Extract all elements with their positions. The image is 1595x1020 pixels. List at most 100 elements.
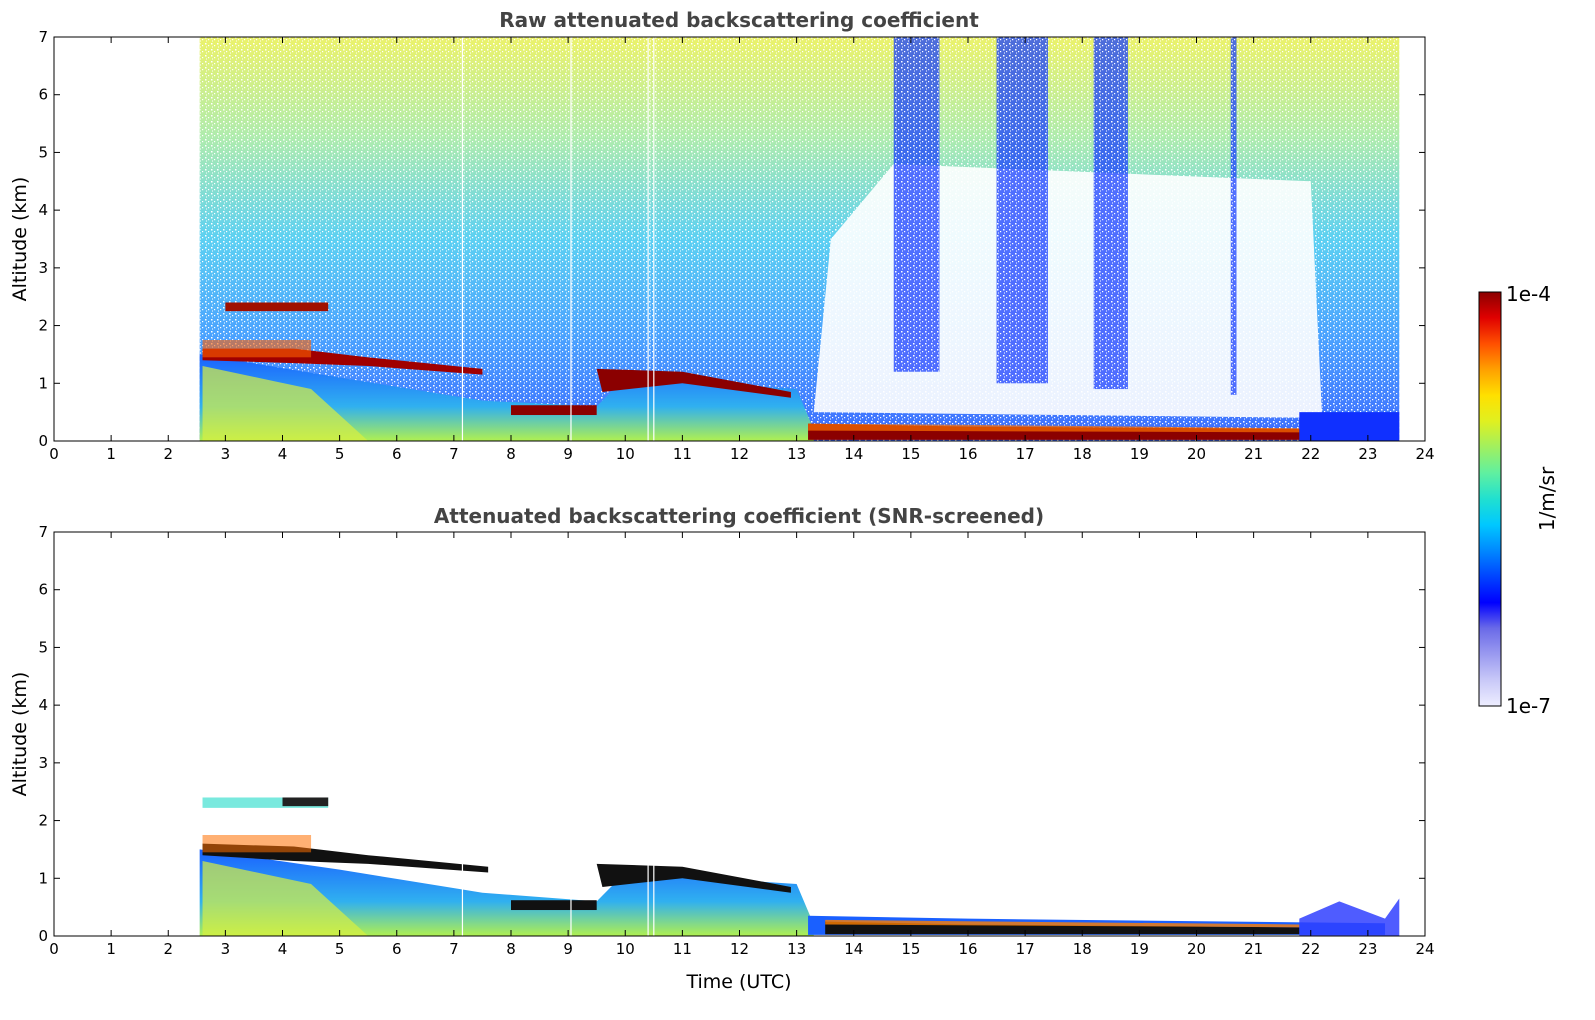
y-tick-label: 3	[38, 259, 48, 277]
panel-raw-title: Raw attenuated backscattering coefficien…	[499, 8, 979, 32]
x-tick-label: 11	[673, 445, 692, 463]
y-tick-label: 2	[38, 317, 48, 335]
panel-screened-heatmap	[199, 791, 1400, 936]
x-tick-label: 20	[1187, 445, 1206, 463]
screened-gap	[396, 869, 523, 893]
x-tick-label: 23	[1358, 445, 1377, 463]
x-tick-label: 5	[335, 445, 345, 463]
x-tick-label: 16	[958, 445, 977, 463]
x-tick-label: 19	[1130, 940, 1149, 958]
x-tick-label: 12	[730, 445, 749, 463]
panel-screened-y-axis: 0 1 2 3 4 5 6 7	[38, 523, 1425, 945]
elevated-aerosol-layer	[225, 302, 329, 312]
x-tick-label: 14	[844, 445, 863, 463]
x-tick-label: 1	[106, 940, 116, 958]
evening-layer	[1299, 898, 1400, 936]
surface-layer-edge	[808, 423, 1300, 433]
x-tick-label: 9	[563, 445, 573, 463]
elevated-aerosol-layer	[202, 797, 329, 808]
x-tick-label: 2	[163, 445, 173, 463]
mid-cloud	[596, 863, 791, 893]
x-tick-label: 3	[221, 940, 231, 958]
x-tick-label: 18	[1073, 940, 1092, 958]
x-tick-label: 17	[1016, 445, 1035, 463]
x-tick-label: 12	[730, 940, 749, 958]
x-tick-label: 2	[163, 940, 173, 958]
x-tick-label: 10	[616, 445, 635, 463]
panel-screened-x-axis: 0 1 2 3 4 5 6 7 8 9 10 11 12 13 14 15 16 17 18 19 20 21 22 23 24	[49, 532, 1435, 958]
low-cloud	[511, 900, 597, 911]
x-tick-label: 15	[901, 940, 920, 958]
x-tick-label: 8	[506, 940, 516, 958]
x-tick-label: 3	[221, 445, 231, 463]
x-tick-label: 11	[673, 940, 692, 958]
y-tick-label: 4	[38, 201, 48, 219]
x-tick-label: 8	[506, 445, 516, 463]
y-tick-label: 0	[38, 927, 48, 945]
panel-raw-y-axis: 0 1 2 3 4 5 6 7	[38, 28, 1425, 450]
cloud-edge	[202, 835, 312, 853]
y-tick-label: 2	[38, 812, 48, 830]
x-tick-label: 9	[563, 940, 573, 958]
y-tick-label: 6	[38, 86, 48, 104]
x-tick-label: 24	[1415, 445, 1434, 463]
surface-layer-edge	[825, 919, 1300, 928]
colorbar-min-label: 1e-7	[1506, 694, 1551, 718]
x-tick-label: 7	[449, 940, 459, 958]
noise-column-speckle	[996, 37, 1048, 384]
y-tick-label: 1	[38, 374, 48, 392]
panel-screened-title: Attenuated backscattering coefficient (S…	[434, 504, 1044, 528]
colorbar: 1e-4 1e-7 1/m/sr	[1478, 282, 1559, 718]
x-tick-label: 16	[958, 940, 977, 958]
x-tick-label: 17	[1016, 940, 1035, 958]
x-tick-label: 1	[106, 445, 116, 463]
panel-raw-heatmap	[199, 37, 1400, 441]
panel-raw-x-axis: 0 1 2 3 4 5 6 7 8 9 10 11 12 13 14 15 16 17 18 19 20 21 22 23 24	[49, 37, 1435, 463]
x-tick-label: 21	[1244, 445, 1263, 463]
y-tick-label: 4	[38, 696, 48, 714]
x-tick-label: 20	[1187, 940, 1206, 958]
elevated-aerosol-core	[282, 797, 329, 807]
panel-screened-y-label: Altitude (km)	[9, 672, 31, 797]
y-tick-label: 5	[38, 638, 48, 656]
mid-cloud	[596, 368, 791, 398]
colorbar-max-label: 1e-4	[1506, 282, 1551, 306]
y-tick-label: 0	[38, 432, 48, 450]
x-tick-label: 6	[392, 940, 402, 958]
x-tick-label: 13	[787, 940, 806, 958]
x-tick-label: 22	[1301, 445, 1320, 463]
x-tick-label: 4	[278, 445, 288, 463]
panel-raw: Raw attenuated backscattering coefficien…	[9, 8, 1435, 463]
x-tick-label: 0	[49, 940, 59, 958]
y-tick-label: 1	[38, 869, 48, 887]
x-tick-label: 4	[278, 940, 288, 958]
y-tick-label: 7	[38, 523, 48, 541]
near-surface-aerosol	[202, 365, 369, 441]
near-surface-aerosol	[202, 860, 369, 936]
x-axis-label: Time (UTC)	[685, 971, 791, 993]
x-tick-label: 21	[1244, 940, 1263, 958]
x-tick-label: 0	[49, 445, 59, 463]
noise-column-speckle	[1093, 37, 1128, 390]
x-tick-label: 15	[901, 445, 920, 463]
boundary-layer	[199, 354, 814, 441]
colorbar-gradient	[1478, 291, 1502, 707]
boundary-layer	[199, 849, 814, 936]
x-tick-label: 6	[392, 445, 402, 463]
clear-air-region	[813, 163, 1323, 418]
y-tick-label: 5	[38, 143, 48, 161]
y-tick-label: 7	[38, 28, 48, 46]
x-tick-label: 22	[1301, 940, 1320, 958]
x-tick-label: 19	[1130, 445, 1149, 463]
cloud-edge	[202, 340, 312, 358]
x-tick-label: 10	[616, 940, 635, 958]
noise-column-speckle	[1230, 37, 1237, 395]
y-tick-label: 6	[38, 581, 48, 599]
x-tick-label: 13	[787, 445, 806, 463]
x-tick-label: 24	[1415, 940, 1434, 958]
x-tick-label: 5	[335, 940, 345, 958]
x-tick-label: 14	[844, 940, 863, 958]
low-cloud	[511, 405, 597, 416]
colorbar-unit-label: 1/m/sr	[1535, 466, 1559, 531]
